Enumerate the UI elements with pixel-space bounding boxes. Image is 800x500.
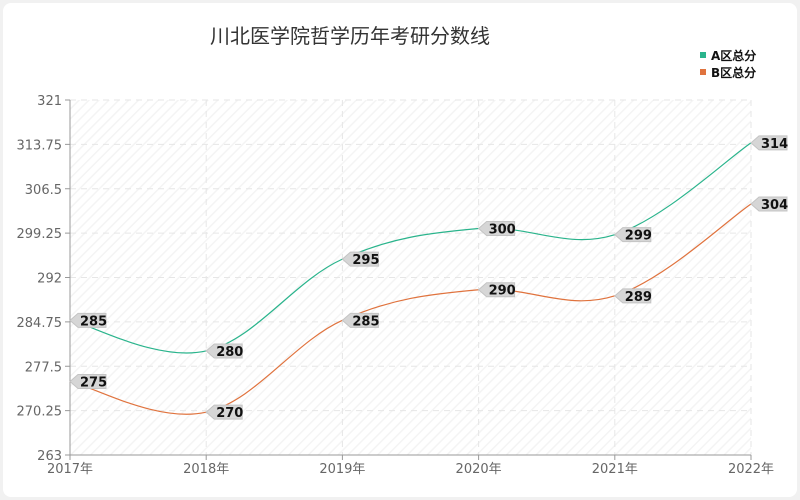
- data-label-tag: [614, 227, 652, 243]
- data-label: 295: [352, 253, 379, 268]
- x-tick-label: 2020年: [456, 462, 502, 477]
- data-label: 300: [489, 223, 516, 238]
- y-tick-label: 263: [37, 449, 62, 464]
- data-label-tag: [477, 282, 516, 298]
- x-tick-label: 2021年: [592, 462, 638, 477]
- data-label-tag: [341, 312, 379, 328]
- legend[interactable]: A区总分 B区总分: [690, 44, 774, 84]
- y-tick-label: 321: [37, 94, 62, 109]
- data-label-tag: [69, 374, 107, 390]
- y-tick-label: 284.75: [17, 316, 63, 331]
- data-label: 280: [216, 345, 243, 360]
- data-label-tag: [69, 312, 107, 328]
- data-label-tag: [750, 135, 788, 151]
- data-label: 285: [352, 314, 379, 329]
- data-label: 314: [761, 137, 788, 152]
- data-labels: 285 280 295 300 299 314 275 270 285 290 289 304: [69, 135, 788, 421]
- y-tick-label: 313.75: [17, 138, 63, 153]
- data-label: 270: [216, 406, 243, 421]
- x-tick-label: 2019年: [319, 462, 365, 477]
- data-label-tag: [614, 288, 652, 304]
- data-label-tag: [205, 343, 243, 359]
- axes: 263 270.25 277.5 284.75 292 299.25 306.5 313.75…: [17, 94, 775, 477]
- y-tick-label: 277.5: [25, 360, 62, 375]
- y-tick-label: 292: [37, 272, 62, 287]
- data-label: 290: [489, 284, 516, 299]
- data-label: 299: [625, 229, 652, 244]
- x-tick-label: 2018年: [183, 462, 229, 477]
- data-label-tag: [205, 404, 243, 420]
- y-tick-label: 306.5: [25, 183, 62, 198]
- x-tick-label: 2017年: [47, 462, 93, 477]
- legend-item[interactable]: B区总分: [711, 65, 756, 80]
- legend-swatch: [700, 69, 706, 75]
- data-label-tag: [477, 221, 516, 237]
- y-tick-label: 299.25: [17, 227, 63, 242]
- y-tick-label: 270.25: [17, 405, 63, 420]
- data-label: 285: [80, 314, 107, 329]
- data-label: 289: [625, 290, 652, 305]
- data-label-tag: [750, 196, 788, 212]
- chart-title: 川北医学院哲学历年考研分数线: [210, 24, 490, 48]
- legend-box: [690, 44, 774, 84]
- data-label-tag: [341, 251, 379, 267]
- legend-swatch: [700, 52, 706, 58]
- legend-item[interactable]: A区总分: [711, 48, 756, 63]
- x-tick-label: 2022年: [728, 462, 774, 477]
- data-label: 304: [761, 198, 788, 213]
- data-label: 275: [80, 376, 107, 391]
